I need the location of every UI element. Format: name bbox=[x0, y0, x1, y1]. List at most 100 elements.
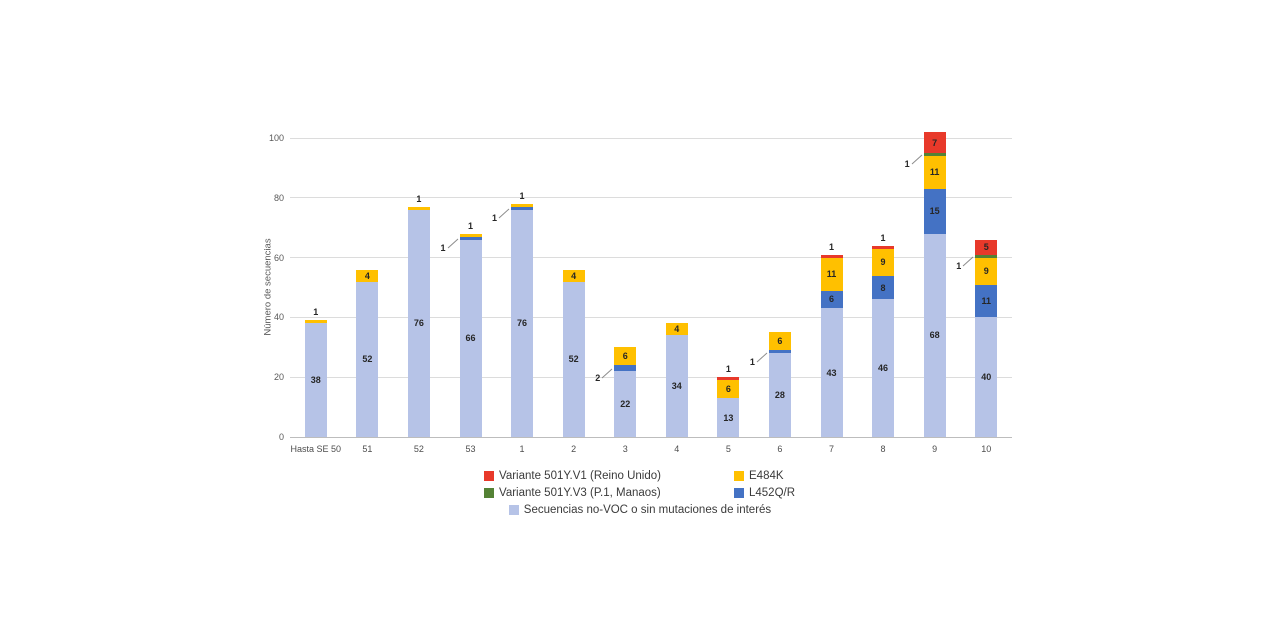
bar-segment-l452qr bbox=[923, 188, 946, 234]
legend-item: Secuencias no-VOC o sin mutaciones de in… bbox=[508, 504, 772, 516]
leader-line bbox=[756, 352, 768, 363]
y-tick-label: 100 bbox=[268, 133, 284, 143]
bar-segment-novoc bbox=[356, 281, 379, 437]
bar-segment-novoc bbox=[923, 233, 946, 437]
legend-label: Secuencias no-VOC o sin mutaciones de in… bbox=[523, 504, 772, 516]
bar-segment-l452qr bbox=[511, 206, 534, 210]
bar-segment-v3 bbox=[923, 152, 946, 156]
x-tick-label: 52 bbox=[413, 444, 424, 454]
bar-segment-e484k bbox=[717, 380, 740, 399]
bar-segment-l452qr bbox=[768, 350, 791, 354]
x-tick-label: 53 bbox=[465, 444, 476, 454]
x-tick-label: 2 bbox=[571, 444, 577, 454]
bar-segment-v1 bbox=[872, 245, 895, 249]
x-tick-label: 4 bbox=[674, 444, 680, 454]
data-label: 38 bbox=[310, 375, 321, 386]
bar-segment-novoc bbox=[304, 323, 327, 437]
data-label: 34 bbox=[671, 381, 682, 392]
bar-segment-e484k bbox=[872, 248, 895, 276]
bar-segment-novoc bbox=[407, 209, 430, 437]
data-label: 1 bbox=[492, 213, 498, 224]
x-tick-label: 10 bbox=[981, 444, 992, 454]
data-label: 1 bbox=[725, 364, 731, 375]
leader-line bbox=[911, 155, 922, 165]
y-gridline bbox=[290, 316, 1012, 318]
data-label: 1 bbox=[956, 261, 962, 272]
x-tick-label: 5 bbox=[725, 444, 731, 454]
data-label: 1 bbox=[828, 241, 834, 252]
legend-row: Secuencias no-VOC o sin mutaciones de in… bbox=[484, 504, 796, 516]
leader-line bbox=[962, 256, 974, 267]
data-label: 7 bbox=[932, 137, 938, 148]
x-tick-label: 1 bbox=[519, 444, 525, 454]
legend-swatch-icon bbox=[484, 488, 494, 498]
data-label: 6 bbox=[777, 336, 783, 347]
bar-segment-e484k bbox=[356, 269, 379, 282]
bar-segment-e484k bbox=[768, 332, 791, 351]
bar-segment-e484k bbox=[562, 269, 585, 282]
bar-segment-v1 bbox=[923, 132, 946, 153]
data-label: 4 bbox=[364, 270, 370, 281]
bar-segment-v1 bbox=[820, 254, 843, 258]
bar-segment-novoc bbox=[768, 353, 791, 437]
data-label: 1 bbox=[467, 220, 473, 231]
data-label: 1 bbox=[904, 159, 910, 170]
legend-swatch-icon bbox=[734, 488, 744, 498]
data-label: 46 bbox=[878, 363, 889, 374]
data-label: 6 bbox=[622, 351, 628, 362]
bar-segment-novoc bbox=[562, 281, 585, 437]
legend-item: Variante 501Y.V1 (Reino Unido) bbox=[484, 470, 734, 482]
data-label: 28 bbox=[774, 390, 785, 401]
bar-segment-novoc bbox=[614, 371, 637, 437]
y-gridline bbox=[290, 257, 1012, 259]
y-gridline bbox=[290, 197, 1012, 199]
data-label: 6 bbox=[828, 294, 834, 305]
bar-segment-novoc bbox=[459, 239, 482, 437]
legend-label: Variante 501Y.V3 (P.1, Manaos) bbox=[499, 487, 661, 499]
bar-segment-novoc bbox=[665, 335, 688, 437]
x-tick-label: 9 bbox=[932, 444, 938, 454]
bar-segment-v1 bbox=[975, 239, 998, 255]
data-label: 11 bbox=[981, 295, 991, 306]
bar-segment-novoc bbox=[872, 299, 895, 437]
bar-segment-novoc bbox=[975, 317, 998, 437]
data-label: 13 bbox=[723, 412, 734, 423]
data-label: 4 bbox=[674, 324, 680, 335]
data-label: 2 bbox=[595, 373, 601, 384]
leader-line bbox=[498, 208, 510, 219]
legend: Variante 501Y.V1 (Reino Unido) E484K Varia… bbox=[484, 470, 796, 521]
bar-segment-v1 bbox=[717, 377, 740, 381]
data-label: 1 bbox=[313, 307, 319, 318]
data-label: 76 bbox=[413, 318, 424, 329]
bar-segment-e484k bbox=[304, 320, 327, 324]
x-tick-label: 3 bbox=[622, 444, 628, 454]
bar-segment-l452qr bbox=[872, 275, 895, 300]
bar-segment-novoc bbox=[717, 398, 740, 437]
data-label: 1 bbox=[880, 232, 886, 243]
x-tick-label: 8 bbox=[880, 444, 886, 454]
data-label: 68 bbox=[929, 330, 940, 341]
bar-segment-e484k bbox=[820, 257, 843, 291]
data-label: 4 bbox=[571, 270, 577, 281]
leader-line bbox=[601, 368, 613, 379]
data-label: 43 bbox=[826, 367, 837, 378]
data-label: 22 bbox=[620, 399, 631, 410]
x-tick-label: Hasta SE 50 bbox=[290, 444, 342, 454]
bar-segment-l452qr bbox=[975, 284, 998, 318]
data-label: 76 bbox=[517, 318, 528, 329]
x-tick-label: 6 bbox=[777, 444, 783, 454]
data-label: 5 bbox=[983, 242, 989, 253]
y-tick-label: 40 bbox=[273, 312, 284, 323]
data-label: 1 bbox=[749, 356, 755, 367]
bar-segment-novoc bbox=[820, 308, 843, 437]
bar-segment-e484k bbox=[665, 323, 688, 336]
legend-item: L452Q/R bbox=[734, 487, 795, 499]
data-label: 52 bbox=[362, 354, 373, 365]
legend-item: Variante 501Y.V3 (P.1, Manaos) bbox=[484, 487, 734, 499]
data-label: 9 bbox=[880, 257, 886, 268]
bar-segment-e484k bbox=[459, 233, 482, 237]
data-label: 52 bbox=[568, 354, 579, 365]
y-gridline bbox=[290, 137, 1012, 139]
bar-segment-e484k bbox=[614, 347, 637, 366]
